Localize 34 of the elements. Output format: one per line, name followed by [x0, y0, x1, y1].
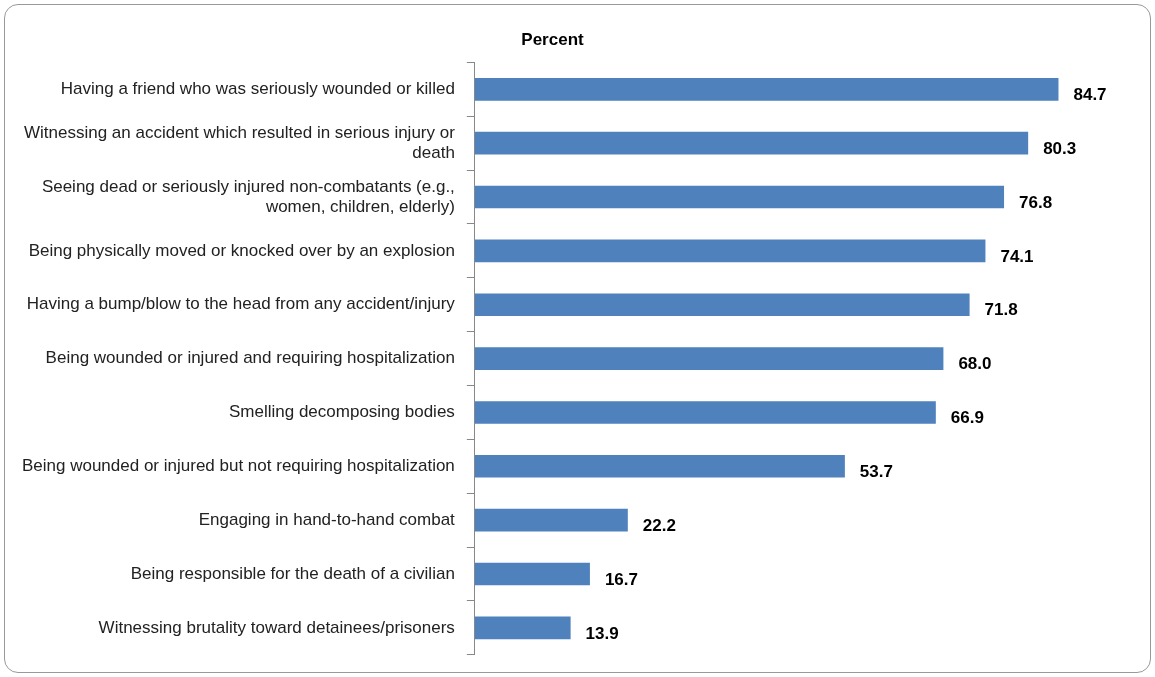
data-label: 53.7	[859, 462, 893, 481]
data-label: 22.2	[642, 515, 676, 535]
data-label: 13.9	[585, 623, 619, 643]
data-label: 16.7	[604, 569, 639, 589]
y-tick-label: Having a bump/blow to the head from any accident/injury	[26, 294, 456, 314]
bar	[474, 78, 1059, 101]
data-label: 84.7	[1073, 85, 1107, 105]
data-label: 80.3	[1043, 138, 1077, 158]
y-tick-label: Being responsible for the death of a civilian	[130, 563, 455, 583]
bar	[474, 401, 936, 424]
data-label: 66.9	[950, 408, 984, 428]
bar	[474, 616, 571, 640]
y-tick-label: Smelling decomposing bodies	[228, 402, 455, 422]
y-tick-label: Seeing dead or seriously injured non-combatants (e.g., women, children, elderly)	[41, 176, 455, 216]
bar	[474, 562, 590, 586]
y-tick-label: Being wounded or injured but not requiring hospitalization	[21, 456, 455, 475]
data-label: 76.8	[1019, 192, 1053, 212]
y-tick-label: Having a friend who was seriously wounded or killed	[60, 79, 455, 99]
data-label: 71.8	[984, 300, 1018, 320]
y-tick-label: Witnessing brutality toward detainees/prisoners	[98, 617, 455, 637]
y-tick-label: Witnessing an accident which resulted in serious injury or death	[23, 122, 456, 163]
y-tick-label: Being wounded or injured and requiring hospitalization	[45, 348, 455, 368]
bar	[474, 347, 944, 370]
bar	[474, 508, 628, 532]
bar	[474, 239, 986, 263]
bar	[474, 293, 970, 317]
chart-title: Percent	[521, 29, 585, 49]
y-tick-label: Being physically moved or knocked over by an explosion	[28, 240, 455, 260]
data-label: 74.1	[1000, 246, 1034, 266]
data-label: 68.0	[958, 354, 992, 374]
bar	[474, 455, 845, 478]
y-tick-label: Engaging in hand-to-hand combat	[198, 509, 456, 529]
bar	[474, 185, 1005, 209]
bar	[474, 131, 1029, 155]
